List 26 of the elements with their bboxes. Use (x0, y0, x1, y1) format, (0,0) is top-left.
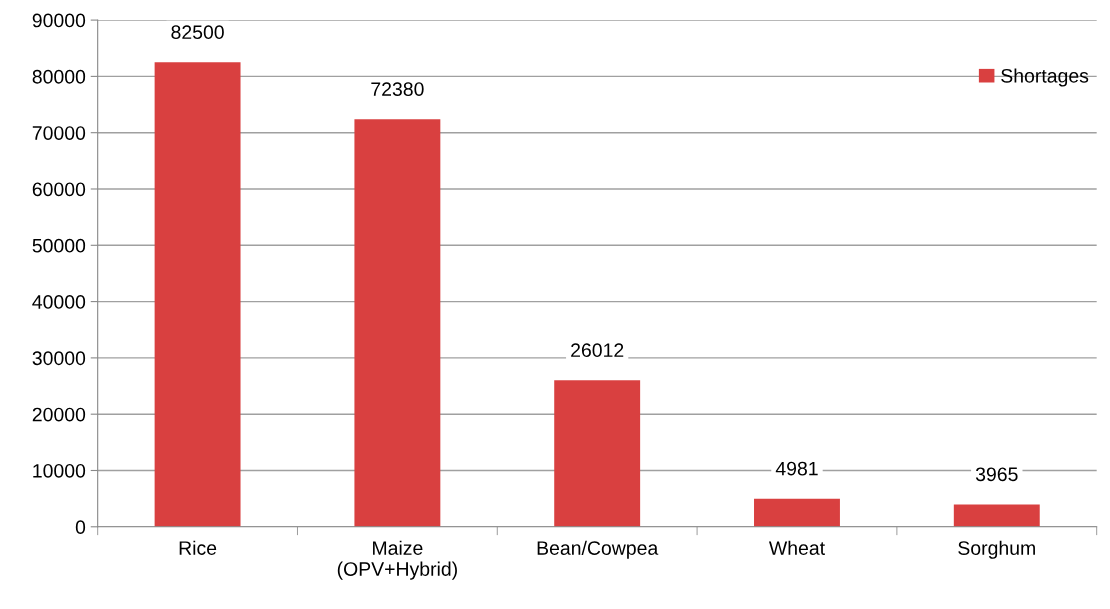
data-label: 26012 (571, 343, 624, 358)
data-label: 82500 (171, 25, 224, 40)
y-tick-label: 60000 (32, 182, 86, 197)
y-tick-label: 80000 (32, 69, 86, 84)
data-label: 3965 (975, 467, 1018, 482)
y-tick-label: 90000 (32, 13, 86, 28)
x-tick-label: Sorghum (958, 540, 1035, 559)
y-tick-label: 40000 (32, 295, 86, 309)
bar (754, 498, 840, 527)
x-tick-label: Maize (OPV+Hybrid) (337, 540, 457, 580)
bar (154, 62, 241, 527)
y-tick-label: 0 (75, 520, 86, 535)
y-tick-label: 70000 (32, 126, 86, 140)
y-tick-label: 30000 (32, 351, 86, 366)
x-tick-label: Wheat (768, 540, 825, 555)
x-tick-label: Bean/Cowpea (537, 540, 659, 559)
bar (354, 119, 441, 527)
legend-label: Shortages (1001, 68, 1089, 87)
data-label: 4981 (775, 461, 818, 476)
bar (953, 504, 1040, 527)
y-tick-label: 50000 (32, 238, 86, 253)
x-tick-label: Rice (179, 540, 217, 555)
data-label: 72380 (371, 82, 424, 97)
y-tick-label: 10000 (33, 463, 86, 478)
bar (554, 380, 641, 527)
y-tick-label: 20000 (32, 407, 86, 422)
